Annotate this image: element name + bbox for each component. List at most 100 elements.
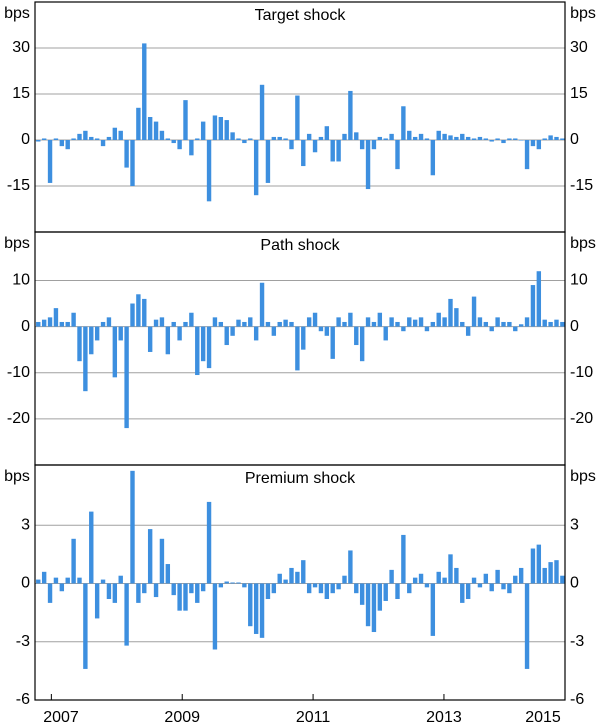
- bar: [265, 583, 271, 600]
- bar: [483, 321, 489, 327]
- bar: [501, 583, 506, 590]
- bar: [36, 140, 41, 142]
- bar: [212, 115, 218, 140]
- bar: [318, 326, 324, 332]
- bar: [83, 583, 88, 669]
- bar: [153, 583, 159, 598]
- panel-frame: [34, 464, 566, 701]
- bar: [536, 544, 542, 584]
- bar: [495, 138, 500, 140]
- bar: [165, 138, 171, 140]
- bar: [430, 321, 436, 327]
- bar: [271, 136, 277, 140]
- bar: [495, 569, 500, 584]
- bar: [212, 583, 218, 650]
- bar: [371, 583, 377, 633]
- y-tick-label: -15: [7, 177, 30, 194]
- bar: [206, 140, 212, 202]
- y-tick-label-right: -6: [570, 691, 584, 708]
- bar: [454, 308, 459, 327]
- y-tick-label: 0: [21, 318, 30, 335]
- bar: [348, 90, 353, 140]
- bar: [336, 317, 341, 327]
- bar: [236, 582, 241, 584]
- bar: [118, 575, 123, 584]
- bar: [130, 470, 135, 584]
- bar: [324, 326, 330, 336]
- bar: [53, 577, 59, 584]
- y-tick-label-right: -20: [570, 410, 593, 427]
- bar: [100, 579, 106, 584]
- bar: [165, 326, 171, 355]
- bar: [383, 326, 388, 341]
- bar: [554, 560, 559, 584]
- x-tick-label: 2011: [296, 709, 331, 724]
- y-tick-label: 30: [12, 39, 30, 56]
- bar: [136, 583, 141, 603]
- bar: [436, 571, 441, 584]
- bar: [183, 583, 188, 611]
- y-axis-label-right: bps: [570, 5, 596, 22]
- bar: [489, 583, 494, 592]
- bar: [159, 317, 165, 327]
- y-tick-label: 0: [21, 131, 30, 148]
- bar: [230, 582, 235, 584]
- bar: [301, 560, 306, 584]
- bar: [206, 501, 212, 584]
- bar: [530, 548, 536, 584]
- bar: [536, 271, 542, 327]
- y-axis-label: bps: [4, 468, 30, 485]
- y-tick-label-right: 10: [570, 272, 588, 289]
- bar: [136, 107, 141, 140]
- bar: [424, 138, 430, 140]
- bar: [242, 140, 247, 144]
- bar: [106, 136, 112, 140]
- bar: [89, 136, 94, 140]
- bar: [318, 583, 324, 594]
- bar: [477, 317, 483, 327]
- bar: [253, 583, 259, 634]
- bar: [560, 321, 565, 327]
- bar: [142, 298, 147, 327]
- bar: [401, 326, 406, 332]
- bar: [330, 583, 335, 594]
- bar: [560, 138, 565, 140]
- bar: [301, 140, 306, 167]
- bar: [371, 321, 377, 327]
- bar: [112, 583, 118, 603]
- bar: [513, 575, 518, 584]
- bar: [77, 577, 82, 584]
- bar: [94, 326, 100, 341]
- bar: [59, 583, 65, 592]
- bar: [65, 321, 70, 327]
- bar: [289, 140, 294, 150]
- bar: [236, 319, 241, 327]
- bar: [230, 326, 235, 336]
- bar: [548, 135, 553, 140]
- bar: [130, 140, 135, 186]
- bar: [465, 583, 471, 600]
- bar: [159, 538, 165, 584]
- bar: [460, 583, 465, 603]
- bar: [83, 326, 88, 392]
- bar: [477, 136, 483, 140]
- bar: [165, 564, 171, 584]
- bar: [471, 577, 477, 584]
- panel-title: Path shock: [260, 237, 340, 254]
- bar: [236, 138, 241, 140]
- bar: [418, 573, 424, 584]
- bar: [495, 317, 500, 327]
- x-tick-label: 2009: [164, 709, 200, 724]
- y-tick-label-right: -3: [570, 633, 584, 650]
- y-tick-label: -10: [7, 364, 30, 381]
- bar: [224, 326, 229, 346]
- bar: [118, 130, 123, 140]
- bar: [448, 135, 453, 140]
- bar: [424, 583, 430, 588]
- bar: [200, 583, 206, 592]
- y-tick-label-right: 0: [570, 318, 579, 335]
- y-tick-label-right: 15: [570, 85, 588, 102]
- bar: [312, 312, 318, 327]
- bar: [518, 567, 524, 584]
- bar: [265, 140, 271, 183]
